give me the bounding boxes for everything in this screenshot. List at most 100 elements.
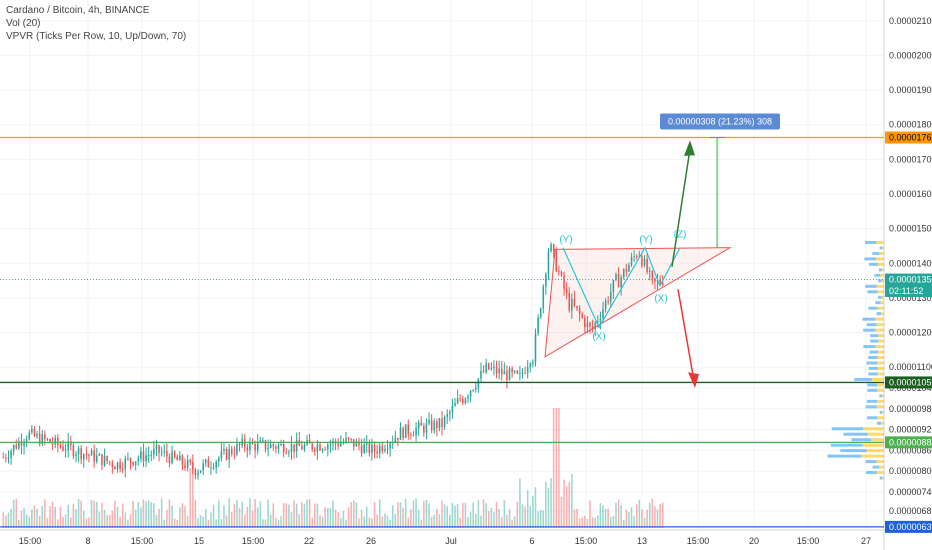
plot-area[interactable] [0,0,884,530]
volume-bar [423,501,425,528]
volume-bar [230,511,233,528]
volume-bar [327,508,329,528]
candle [85,454,88,456]
volume-bar [628,511,630,528]
volume-bar [506,514,508,528]
candle [205,459,207,464]
volume-bar [360,509,363,528]
candle [153,448,155,455]
volume-bar [111,510,114,528]
volume-bar [373,501,376,528]
measure-range [716,137,720,248]
candle [363,444,365,454]
vpvr-bar-down [880,301,884,305]
candle [62,446,64,451]
volume-bar [285,503,288,528]
candle [433,421,436,431]
vpvr-bar-up [866,323,878,327]
volume-bar [293,500,295,528]
volume-bar [23,508,25,528]
volume-bar [661,502,664,528]
candle [542,286,545,309]
vpvr-bar-up [864,257,877,261]
candle [604,300,607,309]
vpvr-bar-up [865,284,877,288]
price-axis-tick: 0.00001600 [889,189,932,199]
candle [552,244,555,251]
volume-bar [622,519,625,528]
volume-bar [617,499,620,528]
vpvr-bar-up [843,432,868,436]
volume-bar [428,503,430,528]
volume-bar [534,487,537,528]
volume-bar [192,468,194,528]
volume-bar [254,499,256,528]
vpvr-bar-up [865,240,877,244]
candle [467,396,469,399]
candle [20,441,23,446]
candle [586,322,589,328]
vpvr-bar-down [866,449,884,453]
volume-bar [659,504,661,528]
candle [163,451,166,453]
volume-bar [160,498,163,528]
candle [526,367,529,373]
candle [220,451,223,459]
vpvr-bar-up [866,399,878,403]
vpvr-bar-up [867,290,878,294]
triangle-pattern[interactable] [544,247,732,358]
price-tag: 0.00000883 [889,437,932,447]
candle [155,445,158,449]
volume-bar [454,505,456,528]
price-axis-tick: 0.00001800 [889,120,932,130]
candle [571,298,573,311]
candle [57,437,59,446]
bullish-arrow[interactable] [671,148,691,267]
volume-bar [635,504,638,528]
candle [277,445,280,449]
volume-bar [228,498,230,528]
volume-bar [18,519,20,528]
vpvr-bar-down [879,251,884,255]
volume-bar [241,501,243,528]
volume-bar [480,515,482,528]
candle [648,271,651,273]
volume-bar [495,501,498,528]
time-axis-tick: 15:00 [687,536,710,546]
vpvr-bar-up [827,454,862,458]
volume-bar [67,504,69,528]
candle [329,444,332,446]
candle [394,437,397,442]
candle [482,370,485,373]
candle [116,462,119,470]
time-axis-tick: 27 [861,536,871,546]
price-axis-tick: 0.00001300 [889,293,932,303]
volume-bar [462,502,464,528]
volume-bar [295,503,298,528]
candle [428,419,430,424]
volume-bar [485,503,487,528]
pattern-label: (X) [592,331,605,342]
volume-bar [446,506,449,528]
candle [622,269,625,278]
vpvr-bar-up [831,427,864,431]
candle [210,467,212,469]
vpvr-bar-down [881,421,884,425]
price-axis-tick: 0.00001200 [889,328,932,338]
bearish-arrow[interactable] [677,289,695,382]
candle [243,438,246,448]
vpvr-bar-up [872,465,880,469]
candle [584,317,586,328]
time-axis-tick: 6 [529,536,534,546]
volume-bar [166,509,168,528]
candle [599,318,602,322]
volume-bar [620,505,622,528]
candle [98,454,101,456]
candle [402,427,404,438]
volume-bar [332,500,334,528]
candle [340,442,342,446]
volume-bar [33,505,36,528]
volume-bar [656,509,659,528]
wave-path[interactable] [562,246,681,329]
